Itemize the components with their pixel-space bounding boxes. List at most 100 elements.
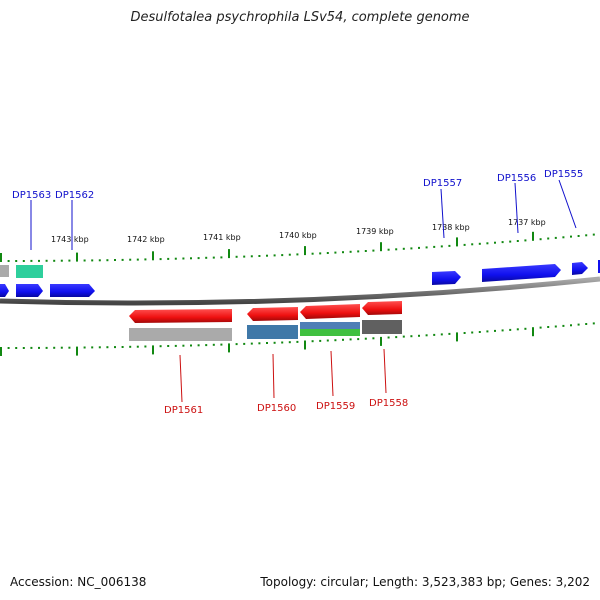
feature-teal[interactable] [16,265,43,278]
reverse-minor-tick [288,341,291,344]
forward-minor-tick [577,235,580,237]
reverse-minor-tick [98,346,101,349]
leader-dp1555 [558,179,577,229]
gene-label-dp1561[interactable]: DP1561 [164,405,203,416]
gene-arrow-fwd-4[interactable] [432,271,461,285]
reverse-minor-tick [448,332,451,335]
forward-minor-tick [7,260,10,262]
reverse-major-tick [456,332,458,342]
gene-label-dp1562[interactable]: DP1562 [55,190,94,201]
forward-minor-tick [501,241,504,244]
gene-label-dp1559[interactable]: DP1559 [316,401,355,412]
gene-arrow-fwd-2[interactable] [16,284,43,297]
reverse-minor-tick [410,335,413,338]
reverse-minor-tick [357,338,360,341]
feature-gray-left[interactable] [0,265,9,277]
gene-label-dp1556[interactable]: DP1556 [497,173,536,184]
gene-arrow-fwd-1[interactable] [0,284,9,297]
gene-arrow-fwd-6[interactable] [572,262,588,275]
forward-minor-tick [372,249,375,252]
forward-gene-labels: DP1563 DP1562 DP1557 DP1556 DP1555 [12,169,583,250]
reverse-major-tick [380,336,382,346]
gene-arrow-fwd-7[interactable] [598,260,600,273]
reverse-minor-tick [235,343,238,346]
forward-minor-tick [205,256,208,259]
map-title: Desulfotalea psychrophila LSv54, complet… [130,10,470,25]
forward-minor-tick [387,248,390,251]
forward-minor-tick [273,254,276,257]
forward-minor-tick [334,251,337,254]
leader-dp1561 [179,354,183,403]
feature-steelblue[interactable] [247,325,298,339]
forward-minor-tick [448,244,451,247]
reverse-minor-tick [129,345,132,348]
reverse-minor-tick [516,328,519,331]
gene-arrow-rev-2[interactable] [247,307,298,321]
reverse-minor-tick [15,347,18,349]
gene-label-dp1558[interactable]: DP1558 [369,398,408,409]
forward-minor-tick [114,259,116,261]
scale-label-1741: 1741 kbp [203,233,241,242]
forward-major-tick [0,253,2,262]
scale-label-1743: 1743 kbp [51,235,89,244]
gene-label-dp1563[interactable]: DP1563 [12,190,51,201]
leader-dp1559 [330,350,334,397]
forward-minor-tick [410,247,413,250]
gene-arrow-fwd-3[interactable] [50,284,95,297]
reverse-features [129,301,402,341]
gene-arrow-rev-4[interactable] [362,301,402,315]
feature-gray-bottom[interactable] [129,328,232,341]
gene-label-dp1555[interactable]: DP1555 [544,169,583,180]
reverse-tick-track [0,322,595,356]
forward-minor-tick [524,239,527,242]
reverse-minor-tick [592,322,595,325]
reverse-minor-tick [296,340,299,343]
scale-label-1739: 1739 kbp [356,227,394,236]
scale-label-1738: 1738 kbp [432,223,470,232]
gene-label-dp1560[interactable]: DP1560 [257,403,296,414]
gene-arrow-rev-1[interactable] [129,309,232,323]
reverse-minor-tick [395,336,398,339]
forward-minor-tick [425,246,428,249]
reverse-minor-tick [547,326,550,328]
gene-arrow-fwd-5[interactable] [482,264,561,282]
reverse-minor-tick [60,346,63,349]
reverse-minor-tick [334,339,337,342]
forward-minor-tick [30,259,33,262]
feature-green-band[interactable] [300,329,360,336]
forward-minor-tick [288,253,291,256]
reverse-minor-tick [273,341,276,344]
forward-minor-tick [486,242,489,245]
forward-major-tick [380,242,382,252]
scale-label-1740: 1740 kbp [279,231,317,240]
reverse-major-tick [532,327,534,337]
forward-minor-tick [83,259,86,262]
reverse-minor-tick [114,346,116,349]
feature-darkgray[interactable] [362,320,402,334]
feature-blue-band[interactable] [300,322,360,329]
forward-minor-tick [106,259,109,262]
reverse-gene-labels: DP1561 DP1560 DP1559 DP1558 [164,348,408,416]
leader-dp1560 [272,353,275,399]
forward-minor-tick [562,236,565,239]
reverse-minor-tick [53,346,56,349]
reverse-minor-tick [182,344,185,347]
gene-label-dp1557[interactable]: DP1557 [423,178,462,189]
forward-minor-tick [53,259,56,262]
reverse-major-tick [76,346,78,356]
reverse-minor-tick [250,342,253,345]
reverse-minor-tick [524,327,527,330]
forward-minor-tick [144,258,147,261]
reverse-minor-tick [372,337,375,340]
reverse-major-tick [228,343,230,353]
forward-tick-track [0,231,595,262]
forward-major-tick [152,251,154,261]
forward-minor-tick [311,252,314,255]
forward-minor-tick [266,254,268,257]
forward-minor-tick [402,247,405,250]
forward-minor-tick [174,257,177,260]
reverse-minor-tick [509,328,512,331]
reverse-minor-tick [387,336,390,339]
reverse-minor-tick [281,341,284,344]
gene-arrow-rev-3[interactable] [300,304,360,319]
